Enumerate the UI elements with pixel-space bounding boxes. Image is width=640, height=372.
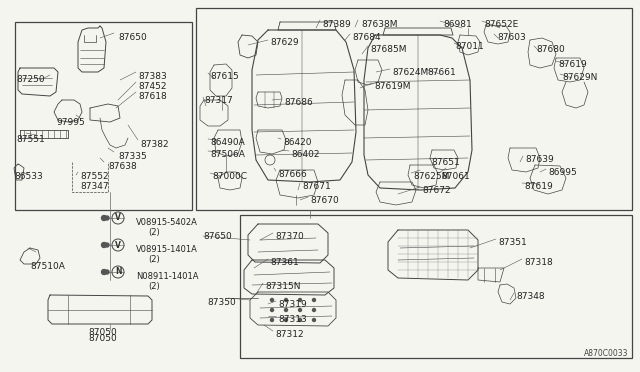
Text: 87361: 87361 [270,258,299,267]
Text: 86402: 86402 [291,150,319,159]
Text: 87638M: 87638M [361,20,397,29]
Circle shape [102,215,106,221]
Text: 87383: 87383 [138,72,167,81]
Circle shape [312,298,316,301]
Circle shape [271,298,273,301]
Bar [196,8,632,210]
Text: 87319: 87319 [278,300,307,309]
Circle shape [285,318,287,321]
Circle shape [271,308,273,311]
Text: 87625M: 87625M [413,172,449,181]
Text: 87452: 87452 [138,82,166,91]
Text: 87506A: 87506A [210,150,245,159]
Text: 86533: 86533 [14,172,43,181]
Bar [240,215,632,358]
Text: 87350: 87350 [207,298,236,307]
Text: 87061: 87061 [441,172,470,181]
Text: V08915-1401A: V08915-1401A [136,245,198,254]
Text: 87650: 87650 [118,33,147,42]
Text: A870C0033: A870C0033 [584,349,628,358]
Text: 87250: 87250 [16,75,45,84]
Text: 87011: 87011 [455,42,484,51]
Text: 87618: 87618 [138,92,167,101]
Text: 86420: 86420 [283,138,312,147]
Text: 87000C: 87000C [212,172,247,181]
Text: 87666: 87666 [278,170,307,179]
Text: 87050: 87050 [88,328,116,337]
Text: 87651: 87651 [431,158,460,167]
Text: 97995: 97995 [56,118,84,127]
Circle shape [298,308,301,311]
Text: (2): (2) [148,282,160,291]
Text: 87619: 87619 [524,182,553,191]
Circle shape [105,243,109,247]
Text: 87510A: 87510A [30,262,65,271]
Text: 87050: 87050 [88,334,116,343]
Circle shape [102,243,106,247]
Text: 87317: 87317 [204,96,233,105]
Text: 87670: 87670 [310,196,339,205]
Text: 87615: 87615 [210,72,239,81]
Text: V: V [115,241,121,250]
Text: 87370: 87370 [275,232,304,241]
Text: 87671: 87671 [302,182,331,191]
Circle shape [105,216,109,220]
Text: 87652E: 87652E [484,20,518,29]
Text: 87347: 87347 [80,182,109,191]
Text: 87629N: 87629N [562,73,597,82]
Text: V08915-5402A: V08915-5402A [136,218,198,227]
Text: 87312: 87312 [275,330,303,339]
Text: 87686: 87686 [284,98,313,107]
Text: 87313: 87313 [278,315,307,324]
Text: 87638: 87638 [108,162,137,171]
Text: 86981: 86981 [443,20,472,29]
Text: (2): (2) [148,228,160,237]
Text: 87335: 87335 [118,152,147,161]
Text: 87389: 87389 [322,20,351,29]
Text: 87684: 87684 [352,33,381,42]
Text: 87603: 87603 [497,33,525,42]
Text: 87382: 87382 [140,140,168,149]
Text: 87650: 87650 [203,232,232,241]
Text: (2): (2) [148,255,160,264]
Circle shape [298,298,301,301]
Text: V: V [115,214,121,222]
Text: 87672: 87672 [422,186,451,195]
Text: 87685M: 87685M [370,45,406,54]
Text: 86995: 86995 [548,168,577,177]
Circle shape [312,308,316,311]
Text: 86490A: 86490A [210,138,244,147]
Text: 87551: 87551 [16,135,45,144]
Text: N: N [115,267,121,276]
Circle shape [285,298,287,301]
Text: 87639: 87639 [525,155,554,164]
Bar [15,22,192,210]
Circle shape [102,269,106,275]
Text: 87318: 87318 [524,258,553,267]
Text: 87624M: 87624M [392,68,428,77]
Circle shape [285,308,287,311]
Text: 87552: 87552 [80,172,109,181]
Circle shape [271,318,273,321]
Text: N08911-1401A: N08911-1401A [136,272,198,281]
Text: 87619M: 87619M [374,82,410,91]
Text: 87315N: 87315N [265,282,301,291]
Text: 87619: 87619 [558,60,587,69]
Circle shape [312,318,316,321]
Circle shape [105,270,109,274]
Circle shape [298,318,301,321]
Text: 87680: 87680 [536,45,564,54]
Text: 87351: 87351 [498,238,527,247]
Text: 87348: 87348 [516,292,545,301]
Text: 87629: 87629 [270,38,299,47]
Text: 87661: 87661 [427,68,456,77]
